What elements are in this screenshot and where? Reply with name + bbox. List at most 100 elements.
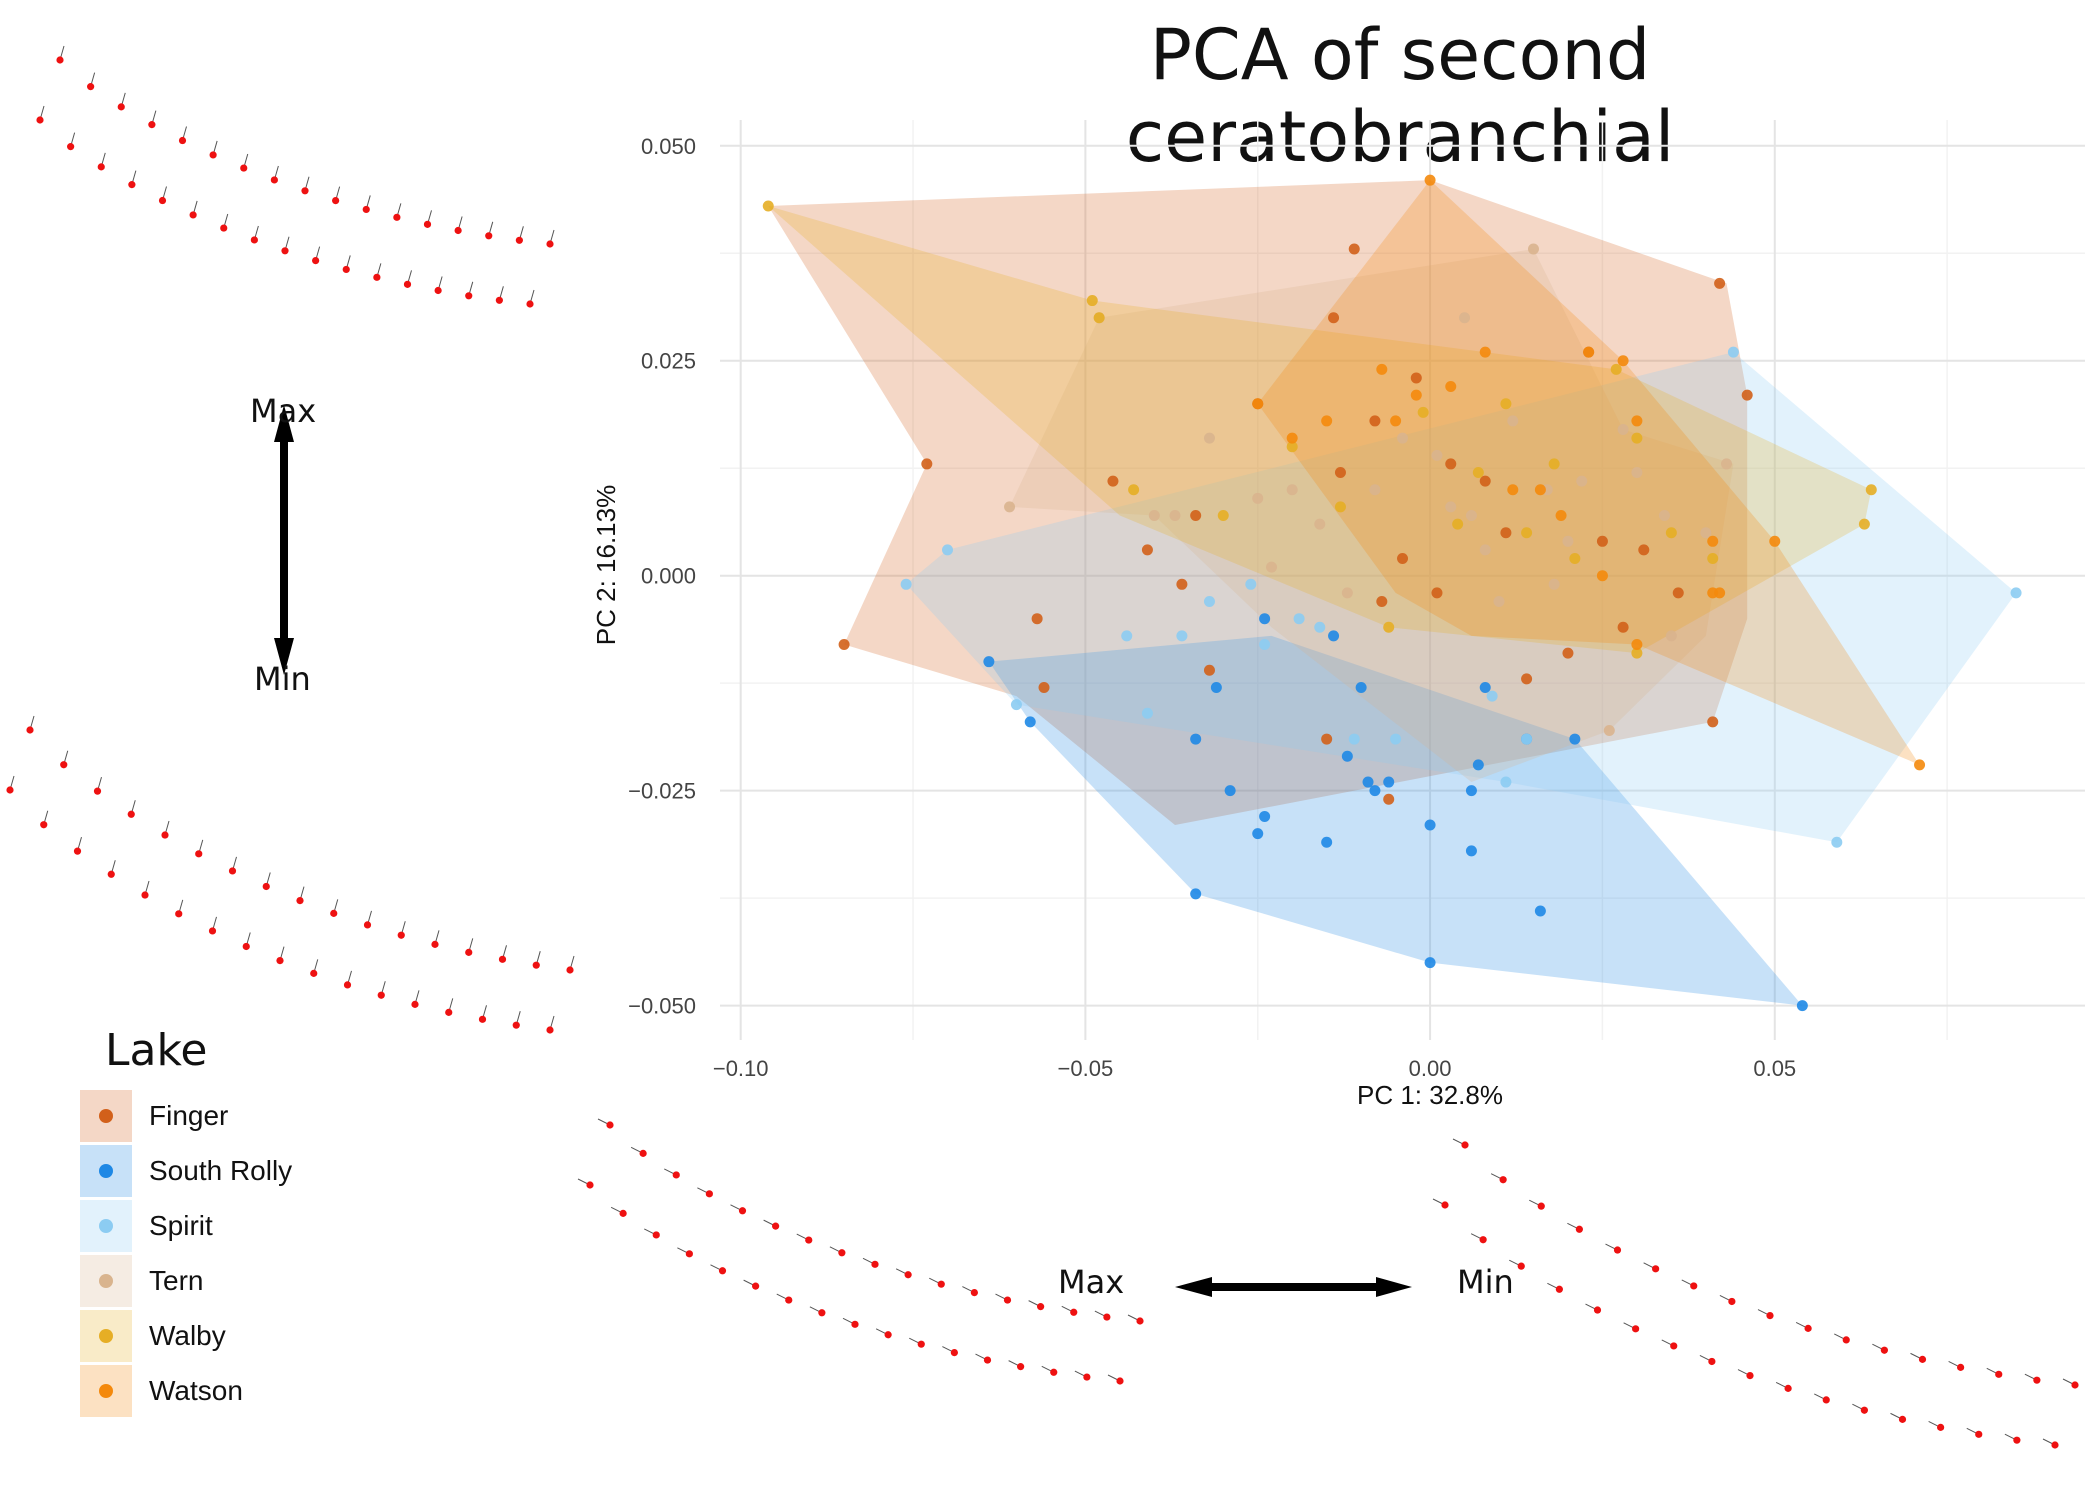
point-tern xyxy=(1431,449,1443,461)
landmark-point xyxy=(1116,1377,1124,1385)
landmark-point xyxy=(1537,1202,1545,1210)
point-watson xyxy=(1479,346,1491,358)
point-spirit xyxy=(1314,621,1326,633)
landmark-point xyxy=(1441,1201,1449,1209)
point-walby xyxy=(1500,398,1512,410)
point-south-rolly xyxy=(1383,776,1395,788)
point-spirit xyxy=(1259,638,1271,650)
landmark-point xyxy=(1037,1303,1045,1311)
point-walby xyxy=(1093,312,1105,324)
landmark-point xyxy=(1652,1265,1660,1273)
point-finger xyxy=(1376,595,1388,607)
x-tick-label: −0.10 xyxy=(713,1056,769,1081)
hull-spirit xyxy=(906,352,2017,843)
point-tern xyxy=(1397,432,1408,444)
point-finger xyxy=(1383,793,1395,805)
point-watson xyxy=(1914,759,1926,771)
tick-labels: −0.10 −0.05 0.00 0.05 −0.050 −0.025 0.000 0.025… xyxy=(628,134,1796,1081)
landmark-point xyxy=(434,286,442,295)
landmark-point xyxy=(1708,1357,1716,1366)
legend: Lake Finger South Rolly Spirit Tern Walby Wat… xyxy=(80,1025,292,1418)
point-south-rolly xyxy=(1252,828,1264,840)
landmark-point xyxy=(242,942,250,951)
point-watson xyxy=(1445,381,1457,393)
point-finger xyxy=(1562,647,1574,659)
landmark-point xyxy=(1822,1396,1830,1404)
point-south-rolly xyxy=(1362,776,1374,788)
landmark-point xyxy=(128,181,136,189)
horizontal-arrow-max-label: Max xyxy=(1058,1263,1125,1301)
landmark-point xyxy=(209,151,217,159)
y-tick-label: 0.050 xyxy=(641,134,696,159)
landmark-point xyxy=(1593,1306,1602,1314)
landmark-point xyxy=(1995,1370,2003,1378)
legend-item: Spirit xyxy=(80,1198,292,1253)
point-finger xyxy=(1707,716,1719,728)
landmark-point xyxy=(6,786,14,794)
point-spirit xyxy=(1486,690,1498,702)
landmark-point xyxy=(785,1296,793,1304)
point-watson xyxy=(1321,415,1333,427)
landmark-point xyxy=(512,1021,520,1029)
landmark-point xyxy=(56,56,64,64)
landmark-point xyxy=(685,1250,693,1258)
landmark-point xyxy=(465,292,473,300)
landmark-point xyxy=(423,220,432,228)
point-finger xyxy=(1638,544,1650,556)
point-south-rolly xyxy=(1534,905,1546,917)
landmark-point xyxy=(1479,1236,1487,1244)
point-watson xyxy=(1583,346,1595,358)
x-axis-label: PC 1: 32.8% xyxy=(1357,1080,1503,1110)
point-tern xyxy=(1507,415,1519,427)
landmark-point xyxy=(532,961,540,969)
point-finger xyxy=(838,638,850,650)
point-tern xyxy=(1700,527,1712,539)
landmark-point xyxy=(161,831,169,839)
point-watson xyxy=(1410,389,1422,401)
landmark-point xyxy=(515,236,523,244)
legend-title: Lake xyxy=(105,1025,208,1076)
landmark-point xyxy=(1937,1423,1945,1431)
point-walby xyxy=(1631,432,1643,444)
landmark-point xyxy=(546,240,554,248)
landmark-point xyxy=(1499,1176,1507,1184)
legend-dot xyxy=(99,1383,113,1398)
vertical-arrow-max-label: Max xyxy=(250,392,317,430)
landmark-point xyxy=(838,1249,846,1257)
landmark-point xyxy=(220,224,228,232)
point-walby xyxy=(1334,501,1346,513)
landmark-point xyxy=(397,931,405,939)
legend-label: South Rolly xyxy=(149,1154,293,1186)
landmark-point xyxy=(1517,1262,1525,1270)
point-south-rolly xyxy=(1465,845,1477,857)
landmark-point xyxy=(1136,1317,1144,1325)
point-south-rolly xyxy=(1190,733,1202,745)
x-tick-label: 0.00 xyxy=(1409,1056,1452,1081)
shape-thumbnail-pc2-max xyxy=(36,45,555,308)
landmark-point xyxy=(195,850,203,858)
point-finger xyxy=(1445,458,1457,470)
point-tern xyxy=(1548,578,1560,590)
landmark-point xyxy=(752,1282,760,1290)
point-tern xyxy=(1004,501,1016,513)
landmark-point xyxy=(705,1190,713,1198)
point-finger xyxy=(1328,312,1340,324)
point-watson xyxy=(1252,398,1264,410)
legend-item: Watson xyxy=(80,1363,292,1418)
legend-key xyxy=(80,1254,132,1307)
point-tern xyxy=(1266,561,1278,573)
point-tern xyxy=(1576,475,1588,487)
landmark-point xyxy=(1746,1371,1754,1380)
landmark-point xyxy=(175,910,183,918)
vertical-double-arrow xyxy=(274,405,294,675)
point-south-rolly xyxy=(1465,785,1477,797)
point-walby xyxy=(1383,621,1395,633)
point-spirit xyxy=(1390,733,1402,745)
landmark-point xyxy=(1003,1296,1012,1304)
legend-item: Walby xyxy=(80,1308,292,1363)
point-south-rolly xyxy=(1424,957,1436,969)
point-south-rolly xyxy=(1024,716,1036,728)
landmark-point xyxy=(1975,1430,1983,1438)
point-spirit xyxy=(1500,776,1512,788)
landmark-point xyxy=(1670,1342,1678,1350)
